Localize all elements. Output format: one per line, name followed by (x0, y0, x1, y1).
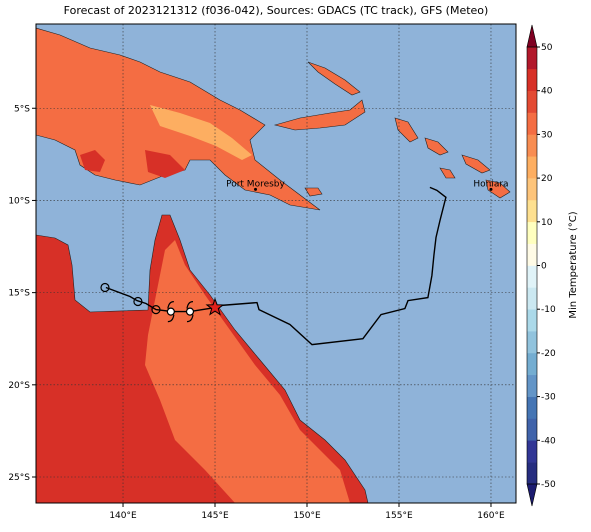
y-tick-label: 15°S (8, 289, 30, 299)
storm-arm (186, 301, 194, 309)
colorbar-segment (527, 440, 537, 463)
colorbar-tick-label: 40 (541, 87, 553, 97)
colorbar-segment (527, 462, 537, 485)
colorbar-tick-label: -50 (541, 480, 556, 490)
colorbar-segment (527, 221, 537, 244)
y-tick-label: 10°S (8, 196, 30, 206)
colorbar-segment (527, 178, 537, 201)
land (485, 179, 511, 199)
colorbar-segment (527, 112, 537, 135)
land (307, 61, 361, 96)
title: Forecast of 2023121312 (f036-042), Sourc… (64, 4, 489, 17)
land (461, 154, 491, 174)
x-tick-label: 160°E (477, 511, 505, 521)
storm-symbol (185, 301, 195, 323)
colorbar-extend-over (526, 24, 538, 48)
land (394, 117, 419, 143)
colorbar-segment (527, 90, 537, 113)
colorbar-segment (527, 352, 537, 376)
y-tick-label: 5°S (14, 104, 30, 114)
colorbar-tick-label: 50 (541, 43, 553, 53)
place-dot (253, 187, 257, 191)
colorbar-segment (527, 243, 537, 266)
colorbar-segment (527, 134, 537, 157)
land-hot (145, 150, 185, 178)
colorbar-segment (527, 199, 537, 223)
land-highland (150, 105, 252, 160)
storm-eye (166, 307, 175, 316)
land-hot (80, 150, 105, 172)
colorbar-segment (527, 287, 537, 310)
colorbar-segment (527, 156, 537, 179)
colorbar-tick-label: -30 (541, 393, 556, 403)
land (304, 187, 323, 197)
y-tick-label: 25°S (8, 473, 30, 483)
colorbar-tick-label: 0 (541, 262, 547, 272)
colorbar-tick-label: 30 (541, 130, 553, 140)
storm-arm (167, 314, 175, 323)
track-star (205, 297, 225, 316)
storm-arm (167, 301, 174, 309)
track-point (133, 296, 143, 307)
land (424, 137, 449, 156)
graticule: 140°E 145°E 150°E 155°E 160°E 5°S 10°S 15°S 20°S… (8, 24, 516, 521)
colorbar-tick-label: -40 (541, 436, 556, 446)
storm-arm (186, 314, 194, 323)
track (100, 186, 447, 346)
land-warm (145, 240, 350, 503)
colorbar-segment (527, 309, 537, 332)
colorbar-segment (527, 68, 537, 91)
colorbar-segment (527, 418, 537, 441)
colorbar-tick-label: 10 (541, 218, 553, 228)
colorbar-segment (527, 331, 537, 354)
colorbar-segment (527, 47, 537, 70)
x-tick-label: 140°E (109, 511, 137, 521)
place-label: Port Moresby (226, 179, 285, 189)
x-tick-label: 145°E (201, 511, 229, 521)
colorbar-tick-label: -10 (541, 305, 556, 315)
place-dot (489, 187, 493, 191)
colorbar-tick-label: -20 (541, 349, 556, 359)
land (273, 99, 366, 131)
track-line (105, 186, 447, 346)
track-point (100, 282, 110, 293)
storm-symbol (166, 301, 175, 323)
y-tick-label: 20°S (8, 381, 30, 391)
colorbar: -50 -40 -30 -20 -10 0 10 20 30 40 50 (526, 24, 556, 507)
colorbar-tick-label: 20 (541, 174, 553, 184)
land (439, 167, 456, 179)
colorbar-label: Min Temperature (°C) (568, 211, 579, 318)
map-background (36, 24, 516, 503)
place-label: Honiara (473, 179, 508, 189)
colorbar-segment (527, 396, 537, 419)
track-point (151, 304, 161, 315)
colorbar-segment (527, 374, 537, 397)
map-frame (35, 23, 517, 504)
x-tick-label: 155°E (385, 511, 413, 521)
storm-eye (185, 307, 195, 316)
colorbar-extend-under (526, 483, 538, 507)
x-tick-label: 150°E (293, 511, 321, 521)
colorbar-segment (527, 265, 537, 288)
